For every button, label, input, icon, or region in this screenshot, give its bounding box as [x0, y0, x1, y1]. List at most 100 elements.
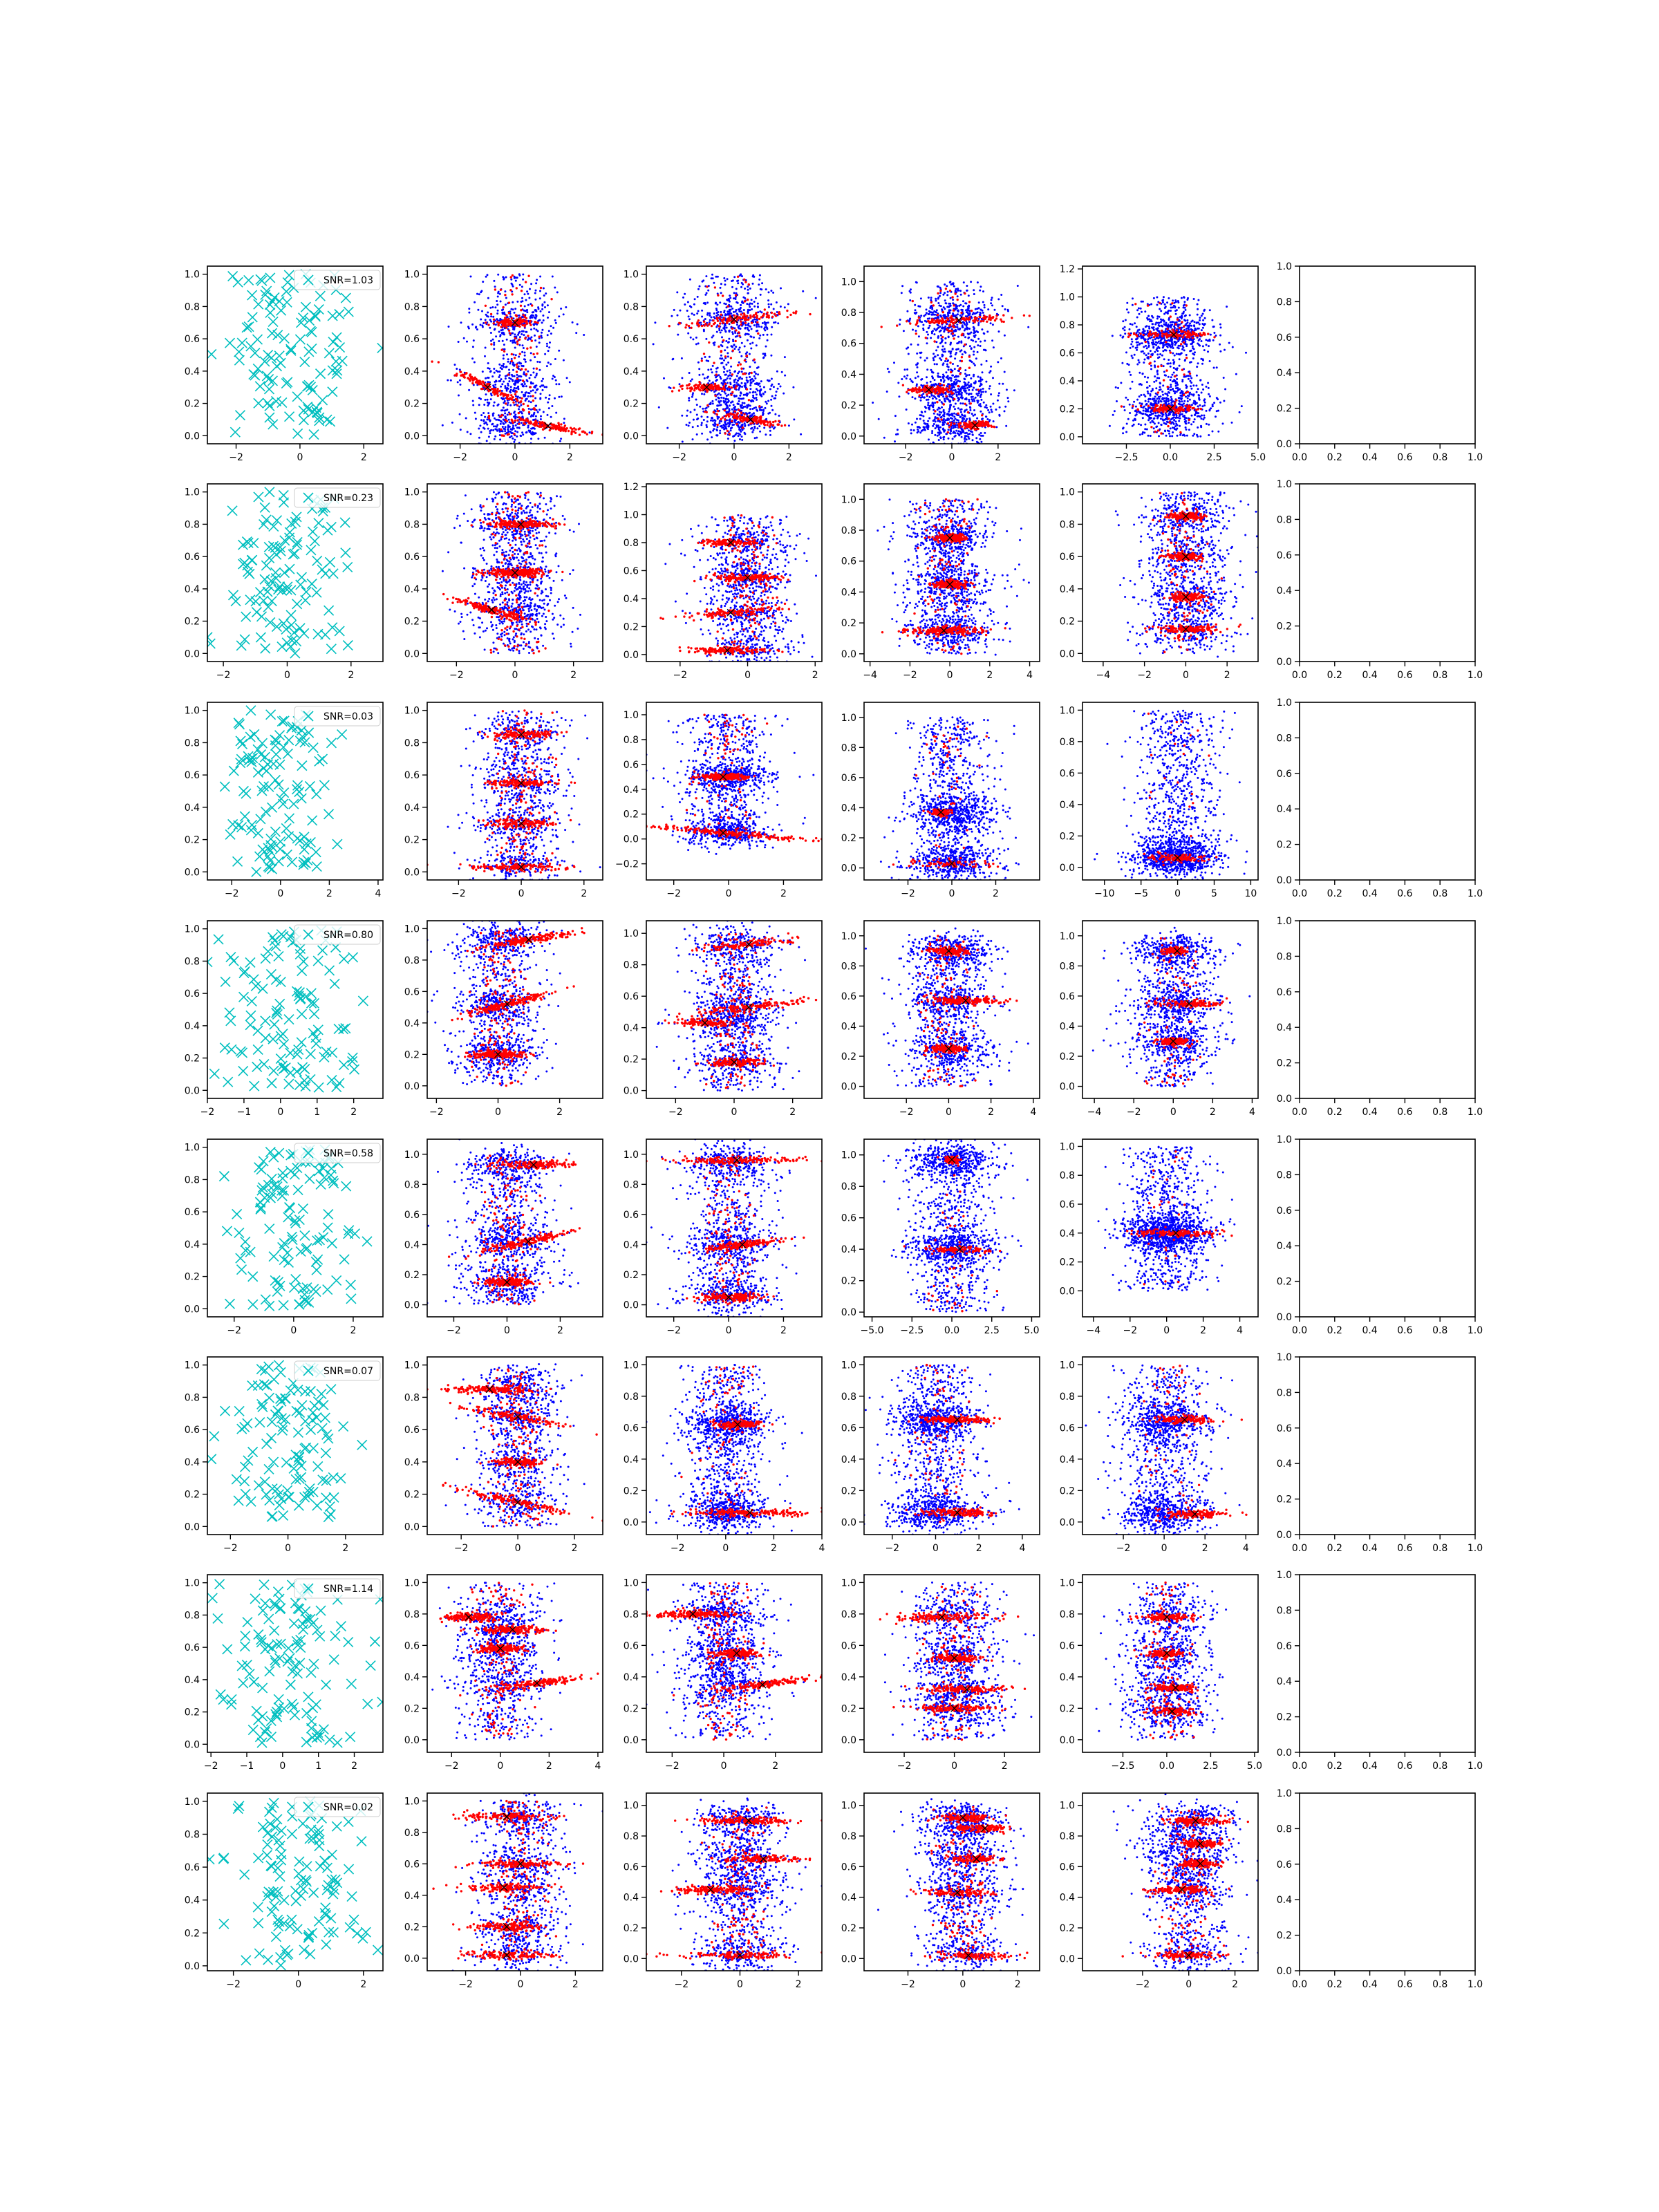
blue-point [491, 422, 494, 425]
blue-point [1155, 387, 1158, 390]
red-point [522, 314, 525, 317]
blue-point [977, 375, 980, 378]
blue-point [959, 350, 962, 353]
blue-point [520, 404, 523, 406]
noise-point [292, 391, 303, 402]
blue-point [968, 429, 970, 432]
red-point [467, 377, 470, 379]
blue-point [760, 311, 763, 314]
blue-point [941, 308, 944, 311]
blue-point [512, 301, 514, 303]
red-point [728, 433, 731, 435]
blue-point [747, 322, 750, 325]
blue-point [516, 386, 519, 388]
blue-point [513, 411, 516, 414]
blue-point [453, 364, 456, 366]
blue-point [770, 404, 773, 407]
blue-point [951, 348, 954, 350]
blue-point [700, 357, 703, 360]
blue-point [955, 351, 957, 354]
blue-point [942, 350, 945, 353]
red-point [536, 352, 538, 355]
red-point [744, 321, 747, 324]
blue-point [1143, 362, 1145, 364]
blue-point [949, 350, 952, 353]
blue-point [946, 290, 949, 293]
blue-point [692, 392, 694, 395]
blue-point [947, 336, 950, 339]
blue-point [753, 336, 755, 339]
blue-point [992, 420, 995, 422]
blue-point [957, 398, 960, 400]
blue-point [959, 380, 961, 383]
red-point [970, 309, 973, 312]
blue-point [926, 330, 928, 333]
y-tick-label: 0.6 [841, 339, 856, 350]
blue-point [725, 411, 728, 413]
red-point [953, 337, 955, 340]
blue-point [767, 303, 770, 306]
red-point [762, 421, 765, 424]
blue-point [969, 406, 972, 409]
blue-point [512, 308, 514, 311]
red-point [518, 338, 521, 341]
red-point [770, 311, 774, 315]
red-point [771, 315, 774, 318]
blue-point [724, 400, 727, 403]
blue-point [749, 342, 751, 345]
noise-point [234, 346, 245, 357]
blue-point [484, 346, 487, 349]
red-point [475, 377, 478, 381]
red-point [976, 319, 979, 322]
blue-point [1156, 373, 1159, 375]
blue-point [733, 292, 735, 294]
noise-point [308, 429, 319, 440]
blue-point [498, 330, 500, 333]
blue-point [527, 424, 529, 427]
red-point [734, 294, 738, 297]
blue-point [941, 345, 944, 348]
blue-point [900, 292, 903, 294]
blue-point [958, 434, 961, 437]
blue-point [1155, 344, 1158, 346]
red-point [722, 318, 725, 321]
blue-point [536, 388, 539, 391]
red-point [684, 326, 687, 329]
red-point [668, 325, 671, 328]
blue-point [672, 357, 675, 360]
red-point [735, 329, 738, 332]
red-point [977, 388, 980, 391]
blue-point [713, 316, 715, 319]
blue-point [770, 333, 773, 336]
blue-point [997, 392, 1000, 395]
blue-point [753, 371, 756, 373]
blue-point [1125, 396, 1127, 399]
blue-point [736, 379, 739, 382]
blue-point [554, 397, 556, 400]
red-point [758, 317, 761, 321]
blue-point [720, 357, 723, 360]
blue-point [886, 368, 889, 370]
red-point [731, 373, 734, 376]
blue-point [738, 397, 740, 400]
blue-point [1231, 346, 1234, 348]
blue-point [541, 304, 544, 307]
blue-point [932, 423, 935, 425]
red-point [476, 381, 479, 384]
blue-point [554, 321, 557, 324]
blue-point [490, 339, 492, 342]
red-point [718, 388, 720, 391]
blue-point [749, 382, 752, 384]
blue-point [744, 332, 747, 335]
blue-point [990, 302, 993, 305]
red-point [941, 319, 945, 321]
red-point [487, 417, 491, 420]
blue-point [738, 348, 740, 351]
blue-point [583, 334, 585, 336]
noise-point [263, 384, 275, 395]
red-point [463, 376, 466, 379]
blue-point [498, 340, 500, 342]
blue-point [498, 371, 501, 373]
noise-point [330, 356, 341, 367]
blue-point [713, 428, 715, 431]
